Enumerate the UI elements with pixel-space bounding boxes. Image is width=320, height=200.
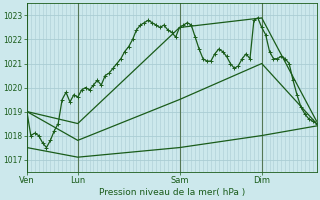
X-axis label: Pression niveau de la mer( hPa ): Pression niveau de la mer( hPa ) bbox=[99, 188, 245, 197]
